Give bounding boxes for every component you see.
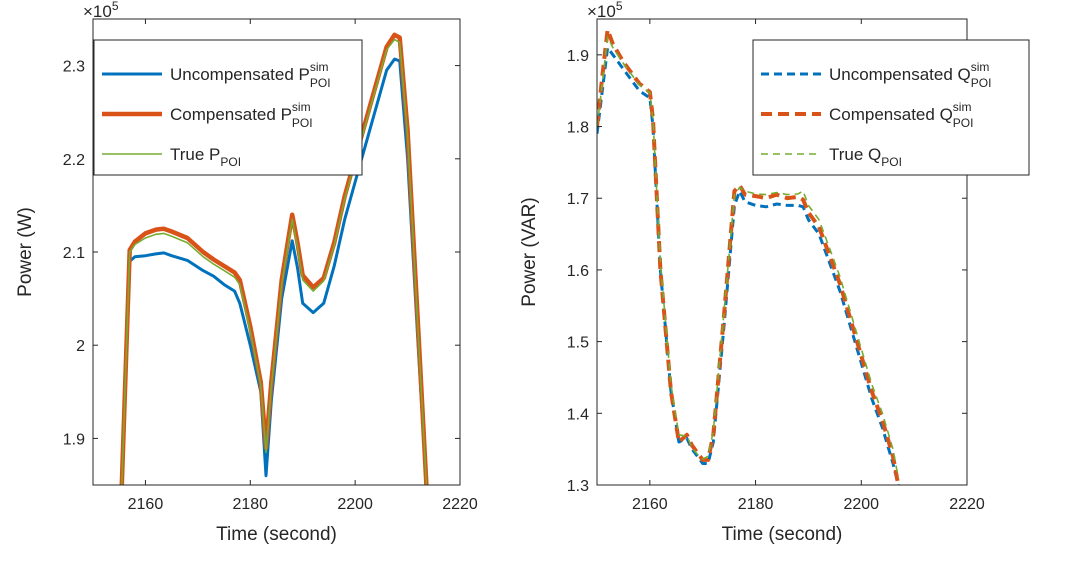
- x-tick-label: 2160: [128, 496, 164, 513]
- series-line-1: [597, 46, 900, 485]
- y-exponent-label: ×105: [587, 0, 623, 21]
- legend-box: [93, 39, 363, 176]
- y-tick-label: 1.3: [567, 478, 589, 495]
- y-tick-label: 1.9: [63, 431, 85, 448]
- axes-box: [596, 18, 968, 486]
- chart-2: 2160 2180 2200 2220 1.3 1.4 1.5 1.6 1.7 1.8 1.9 ×10…: [519, 0, 1030, 545]
- series-line-3: [121, 38, 428, 485]
- y-tick-label: 2: [76, 338, 85, 355]
- x-tick-label: 2220: [442, 496, 478, 513]
- y-tick-label: 1.7: [567, 191, 589, 208]
- y-axis-label: Power (VAR): [519, 197, 540, 306]
- y-tick-label: 1.8: [567, 120, 589, 137]
- x-tick-label: 2220: [949, 496, 985, 513]
- x-tick-label: 2200: [337, 496, 373, 513]
- x-tick-label: 2200: [843, 496, 879, 513]
- x-axis-label: Time (second): [216, 524, 337, 545]
- series-line-3: [597, 36, 900, 478]
- x-tick-label: 2180: [232, 496, 268, 513]
- y-tick-label: 1.5: [567, 335, 589, 352]
- y-tick-label: 2.2: [63, 152, 85, 169]
- series-group: [119, 32, 429, 485]
- y-axis-label: Power (W): [15, 207, 36, 297]
- chart-1: 2160 2180 2200 2220 1.9 2 2.1 2.2 2.3 ×105 Time (s…: [15, 0, 478, 545]
- y-tick-label: 1.9: [567, 48, 589, 65]
- y-tick-label: 2.1: [63, 245, 85, 262]
- series-group: [597, 27, 901, 485]
- y-tick-label: 2.3: [63, 59, 85, 76]
- x-axis-label: Time (second): [722, 524, 843, 545]
- y-exponent-label: ×105: [83, 0, 119, 21]
- x-tick-label: 2160: [632, 496, 668, 513]
- y-tick-label: 1.6: [567, 263, 589, 280]
- legend-box: [752, 39, 1030, 176]
- y-tick-label: 1.4: [567, 406, 589, 423]
- x-tick-label: 2180: [738, 496, 774, 513]
